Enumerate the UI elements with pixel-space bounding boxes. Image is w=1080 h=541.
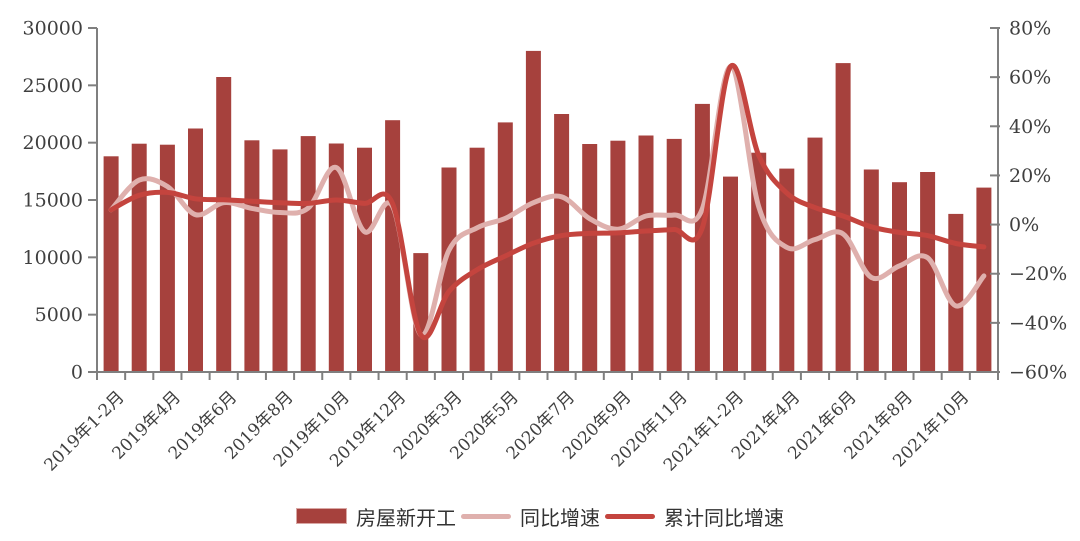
bar-10: [385, 120, 401, 372]
bar-16: [554, 114, 570, 372]
legend-item-yoy: 同比增速: [461, 502, 600, 531]
left-axis-tick-label: 20000: [23, 132, 83, 154]
bar-4: [216, 77, 232, 372]
bar-9: [357, 147, 372, 372]
bar-13: [469, 147, 485, 372]
right-axis-tick-label: 60%: [1009, 67, 1051, 89]
bar-30: [948, 213, 964, 372]
bar-12: [441, 167, 457, 372]
yoy-line-swatch: [461, 513, 511, 519]
bar-17: [582, 144, 598, 372]
left-axis-tick-label: 10000: [23, 247, 83, 269]
bar-19: [638, 135, 654, 372]
bar-15: [525, 50, 541, 373]
bar-28: [892, 182, 907, 372]
bar-2: [159, 144, 175, 372]
legend-label-cumulative: 累计同比增速: [664, 505, 784, 530]
legend-label-yoy: 同比增速: [520, 505, 600, 530]
left-axis-tick-label: 5000: [35, 304, 83, 326]
left-axis-tick-label: 0: [71, 362, 83, 384]
bar-1: [131, 143, 147, 372]
bar-21: [694, 103, 710, 373]
right-axis-tick-label: 0%: [1009, 214, 1039, 236]
bar-29: [920, 172, 936, 372]
legend-item-bars: 房屋新开工: [296, 502, 456, 531]
bar-22: [723, 176, 738, 372]
bar-6: [272, 149, 288, 372]
legend-label-bars: 房屋新开工: [356, 505, 456, 530]
bar-25: [807, 137, 823, 372]
right-axis-tick-label: −60%: [1009, 362, 1067, 384]
bar-7: [300, 136, 316, 372]
left-axis-tick-label: 15000: [23, 190, 83, 212]
right-axis-tick-label: 20%: [1009, 165, 1051, 187]
bar-18: [610, 140, 626, 372]
chart-legend: 房屋新开工 同比增速 累计同比增速: [0, 501, 1080, 531]
bar-20: [666, 138, 682, 372]
left-axis-tick-label: 30000: [23, 18, 83, 40]
cumulative-line-path: [108, 62, 987, 341]
bar-5: [244, 140, 260, 372]
x-axis-label: 2019年1-2月: [40, 387, 128, 475]
yoy-line-path: [108, 64, 987, 338]
legend-item-cumulative: 累计同比增速: [605, 502, 784, 531]
left-axis-tick-label: 25000: [23, 75, 83, 97]
bar-27: [863, 169, 879, 372]
bar-series-swatch: [296, 508, 347, 524]
right-axis-tick-label: 40%: [1009, 116, 1051, 138]
right-axis-tick-label: −40%: [1009, 312, 1067, 334]
right-axis-tick-label: −20%: [1009, 263, 1067, 285]
bar-24: [779, 168, 795, 372]
bar-14: [497, 122, 513, 373]
bar-23: [751, 152, 767, 372]
bar-0: [103, 156, 119, 372]
cumulative-line-swatch: [605, 513, 655, 519]
bar-3: [188, 128, 203, 372]
right-axis-tick-label: 80%: [1009, 18, 1051, 40]
bar-11: [413, 253, 429, 372]
